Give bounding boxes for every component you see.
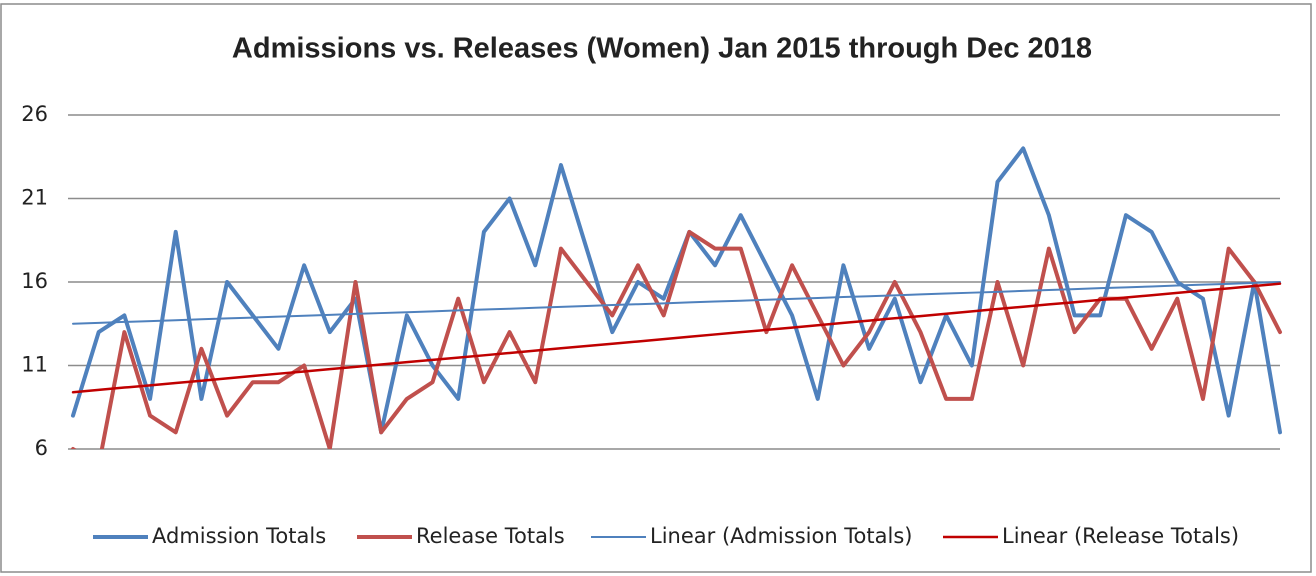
series-line [71, 282, 1282, 394]
series-line [72, 281, 1281, 325]
series-line [71, 229, 1282, 449]
series-line [71, 146, 1282, 435]
y-tick-label: 11 [21, 353, 48, 377]
legend-label: Admission Totals [152, 524, 326, 548]
chart-title: Admissions vs. Releases (Women) Jan 2015… [232, 33, 1092, 65]
y-tick-label: 6 [35, 436, 48, 460]
legend-label: Linear (Release Totals) [1002, 524, 1239, 548]
legend-label: Linear (Admission Totals) [650, 524, 912, 548]
y-tick-label: 26 [21, 102, 48, 126]
plot-area [71, 146, 1282, 449]
y-tick-label: 16 [21, 269, 48, 293]
legend-label: Release Totals [416, 524, 565, 548]
y-tick-label: 21 [21, 186, 48, 210]
